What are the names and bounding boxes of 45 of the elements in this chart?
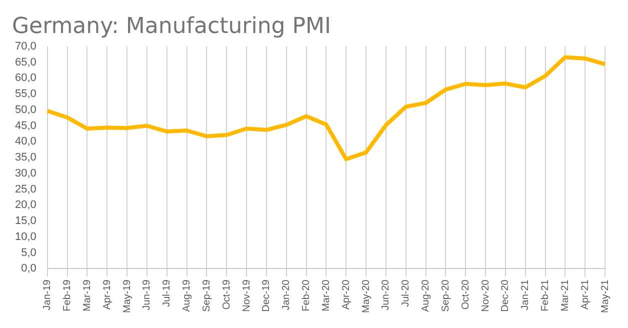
x-tick-label: Dec-19 <box>261 279 272 312</box>
x-tick-label: Jul-20 <box>400 279 412 307</box>
y-tick-label: 45,0 <box>14 120 36 132</box>
y-tick-label: 40,0 <box>14 136 36 148</box>
chart-title: Germany: Manufacturing PMI <box>12 14 331 39</box>
x-tick-label: Jan-19 <box>42 279 54 310</box>
x-tick-label: Aug-19 <box>182 279 193 312</box>
y-tick-label: 30,0 <box>14 167 36 180</box>
x-tick-label: Apr-19 <box>102 279 113 310</box>
y-tick-label: 25,0 <box>14 183 36 196</box>
y-tick-label: 15,0 <box>14 215 36 228</box>
x-tick-label: Jun-20 <box>380 279 392 310</box>
y-tick-label: 70,0 <box>14 40 36 52</box>
y-tick-label: 60,0 <box>14 72 36 84</box>
y-tick-label: 10,0 <box>14 230 36 243</box>
x-tick-label: Jul-19 <box>162 279 173 307</box>
x-tick-label: Apr-20 <box>340 279 352 310</box>
x-tick-label: Apr-21 <box>580 279 591 310</box>
x-tick-label: Oct-19 <box>221 279 232 310</box>
y-tick-label: 0,0 <box>21 262 36 275</box>
x-tick-label: May-21 <box>600 279 611 314</box>
x-tick-label: Oct-20 <box>460 279 472 310</box>
y-tick-label: 50,0 <box>14 104 36 116</box>
y-tick-label: 55,0 <box>14 88 36 100</box>
x-tick-label: Jun-19 <box>142 279 153 310</box>
x-tick-label: Aug-20 <box>420 279 432 312</box>
x-tick-label: Feb-20 <box>301 279 312 312</box>
x-tick-label: Jan-20 <box>281 279 292 310</box>
x-tick-label: Feb-21 <box>540 279 552 312</box>
x-tick-label: Jan-21 <box>520 279 532 310</box>
x-tick-label: Dec-20 <box>500 279 512 312</box>
x-tick-label: Sep-19 <box>201 279 212 312</box>
y-tick-label: 5,0 <box>21 246 36 259</box>
x-tick-label: Nov-19 <box>241 279 252 312</box>
x-tick-label: Mar-20 <box>320 279 332 312</box>
x-tick-label: May-20 <box>360 279 372 314</box>
x-tick-label: Sep-20 <box>440 279 452 312</box>
y-tick-label: 65,0 <box>14 56 36 68</box>
x-tick-label: Nov-20 <box>480 279 492 312</box>
y-tick-label: 20,0 <box>14 199 36 212</box>
y-tick-label: 35,0 <box>14 152 36 164</box>
x-tick-label: May-19 <box>122 279 133 314</box>
x-tick-label: Mar-19 <box>82 279 93 312</box>
x-tick-label: Feb-19 <box>62 279 74 312</box>
x-tick-label: Mar-21 <box>560 279 571 312</box>
